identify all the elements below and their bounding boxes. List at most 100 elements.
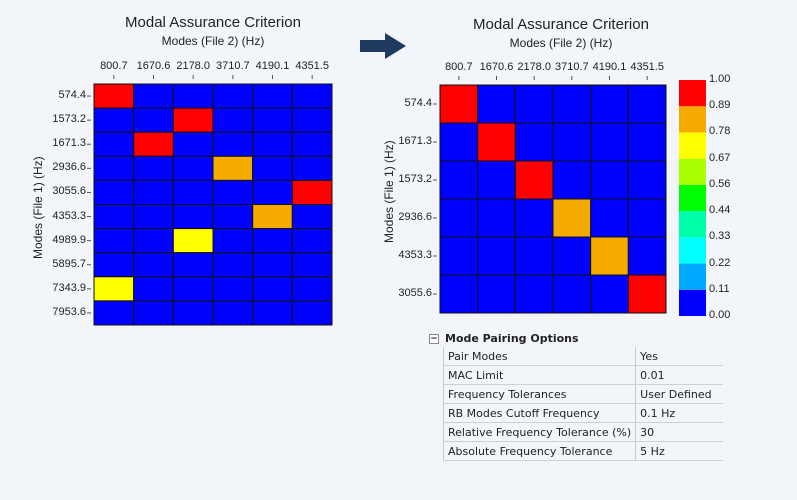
heatmap-cell	[477, 274, 516, 314]
x-tick-label: 2178.0	[517, 61, 551, 73]
option-value[interactable]: Yes	[635, 347, 723, 366]
heatmap-cell	[212, 228, 254, 254]
colorbar-segment	[679, 211, 706, 238]
heatmap-cell	[291, 228, 333, 254]
x-tick-label: 800.7	[445, 61, 473, 73]
heatmap-cell	[477, 236, 516, 276]
heatmap-cell	[439, 198, 479, 238]
heatmap-cell	[212, 252, 254, 278]
option-value[interactable]: 0.1 Hz	[635, 403, 723, 423]
option-row[interactable]: MAC Limit 0.01	[443, 365, 723, 385]
heatmap-cell	[552, 236, 592, 276]
left-chart-title: Modal Assurance Criterion	[125, 14, 301, 31]
heatmap-cell	[252, 179, 293, 205]
option-value[interactable]: 30	[635, 422, 723, 442]
heatmap-cell	[439, 84, 479, 124]
heatmap-cell	[252, 228, 293, 254]
heatmap-cell	[172, 107, 214, 133]
option-row[interactable]: RB Modes Cutoff Frequency 0.1 Hz	[443, 403, 723, 423]
option-name: Absolute Frequency Tolerance	[443, 441, 637, 461]
heatmap-cell	[552, 274, 592, 314]
heatmap-cell	[212, 131, 254, 157]
x-tick-label: 4190.1	[592, 61, 627, 73]
x-tick-label: 4190.1	[255, 60, 290, 72]
heatmap-cell	[552, 198, 592, 238]
heatmap-cell	[93, 107, 135, 133]
y-tick-label: 2936.6	[398, 211, 432, 223]
heatmap-cell	[291, 179, 333, 205]
option-value[interactable]: 0.01	[635, 365, 723, 385]
y-tick-label: 3055.6	[52, 185, 86, 198]
y-tick-label: 4353.3	[52, 209, 86, 222]
option-row[interactable]: Absolute Frequency Tolerance 5 Hz	[443, 441, 723, 461]
heatmap-cell	[172, 83, 214, 109]
heatmap-cell	[212, 276, 254, 302]
heatmap-cell	[133, 228, 174, 254]
option-value[interactable]: 5 Hz	[635, 441, 723, 461]
minus-box-icon[interactable]: −	[429, 333, 439, 344]
option-row[interactable]: Frequency Tolerances User Defined	[443, 384, 723, 404]
heatmap-cell	[133, 83, 174, 109]
heatmap-cell	[133, 300, 174, 326]
heatmap-cell	[252, 131, 293, 157]
option-row[interactable]: Relative Frequency Tolerance (%) 30	[443, 422, 723, 442]
option-row[interactable]: Pair Modes Yes	[443, 347, 723, 366]
heatmap-cell	[93, 228, 135, 254]
heatmap-cell	[133, 276, 174, 302]
heatmap-cell	[477, 160, 516, 200]
heatmap-cell	[590, 236, 629, 276]
heatmap-cell	[439, 274, 479, 314]
colorbar-tick-label: 0.78	[709, 125, 731, 138]
heatmap-cell	[133, 131, 174, 157]
heatmap-cell	[627, 160, 667, 200]
x-tick-label: 2178.0	[176, 60, 210, 72]
y-tick-label: 7953.6	[52, 305, 86, 318]
heatmap-cell	[252, 276, 293, 302]
heatmap-cell	[627, 122, 667, 162]
heatmap-cell	[252, 107, 293, 133]
options-table: Pair Modes Yes MAC Limit 0.01 Frequency Tole…	[443, 347, 723, 461]
heatmap-cell	[93, 252, 135, 278]
right-chart-title: Modal Assurance Criterion	[473, 16, 649, 33]
heatmap-cell	[133, 204, 174, 230]
heatmap-cell	[552, 122, 592, 162]
option-name: Frequency Tolerances	[443, 384, 637, 404]
heatmap-cell	[439, 236, 479, 276]
option-name: RB Modes Cutoff Frequency	[443, 403, 637, 423]
x-tick-label: 3710.7	[555, 61, 589, 73]
y-tick-label: 2936.6	[52, 161, 86, 174]
heatmap-cell	[212, 155, 254, 181]
heatmap-cell	[477, 84, 516, 124]
heatmap-cell	[627, 198, 667, 238]
right-chart-xlabel: Modes (File 2) (Hz)	[509, 36, 613, 50]
colorbar-tick-label: 0.22	[709, 256, 731, 269]
colorbar-segment	[679, 158, 706, 185]
heatmap-cell	[291, 131, 333, 157]
heatmap-cell	[590, 274, 629, 314]
heatmap-cell	[252, 300, 293, 326]
y-tick-label: 1671.3	[52, 137, 86, 150]
heatmap-cell	[133, 107, 174, 133]
heatmap-cell	[212, 204, 254, 230]
heatmap-cell	[133, 252, 174, 278]
heatmap-cell	[93, 83, 135, 109]
heatmap-cell	[439, 122, 479, 162]
heatmap-cell	[172, 131, 214, 157]
y-tick-label: 1671.3	[398, 135, 432, 147]
colorbar-tick-label: 0.00	[709, 309, 731, 321]
heatmap-cell	[93, 179, 135, 205]
heatmap-cell	[93, 276, 135, 302]
colorbar-segment	[679, 106, 706, 133]
option-value[interactable]: User Defined	[635, 384, 723, 404]
heatmap-cell	[291, 204, 333, 230]
arrow-icon	[360, 33, 406, 59]
heatmap-cell	[590, 122, 629, 162]
colorbar-tick-label: 0.67	[709, 151, 731, 164]
heatmap-cell	[93, 131, 135, 157]
heatmap-cell	[291, 107, 333, 133]
options-title: Mode Pairing Options	[445, 332, 579, 345]
x-tick-label: 1670.6	[136, 60, 171, 72]
heatmap-cell	[514, 236, 554, 276]
heatmap-cell	[133, 155, 174, 181]
